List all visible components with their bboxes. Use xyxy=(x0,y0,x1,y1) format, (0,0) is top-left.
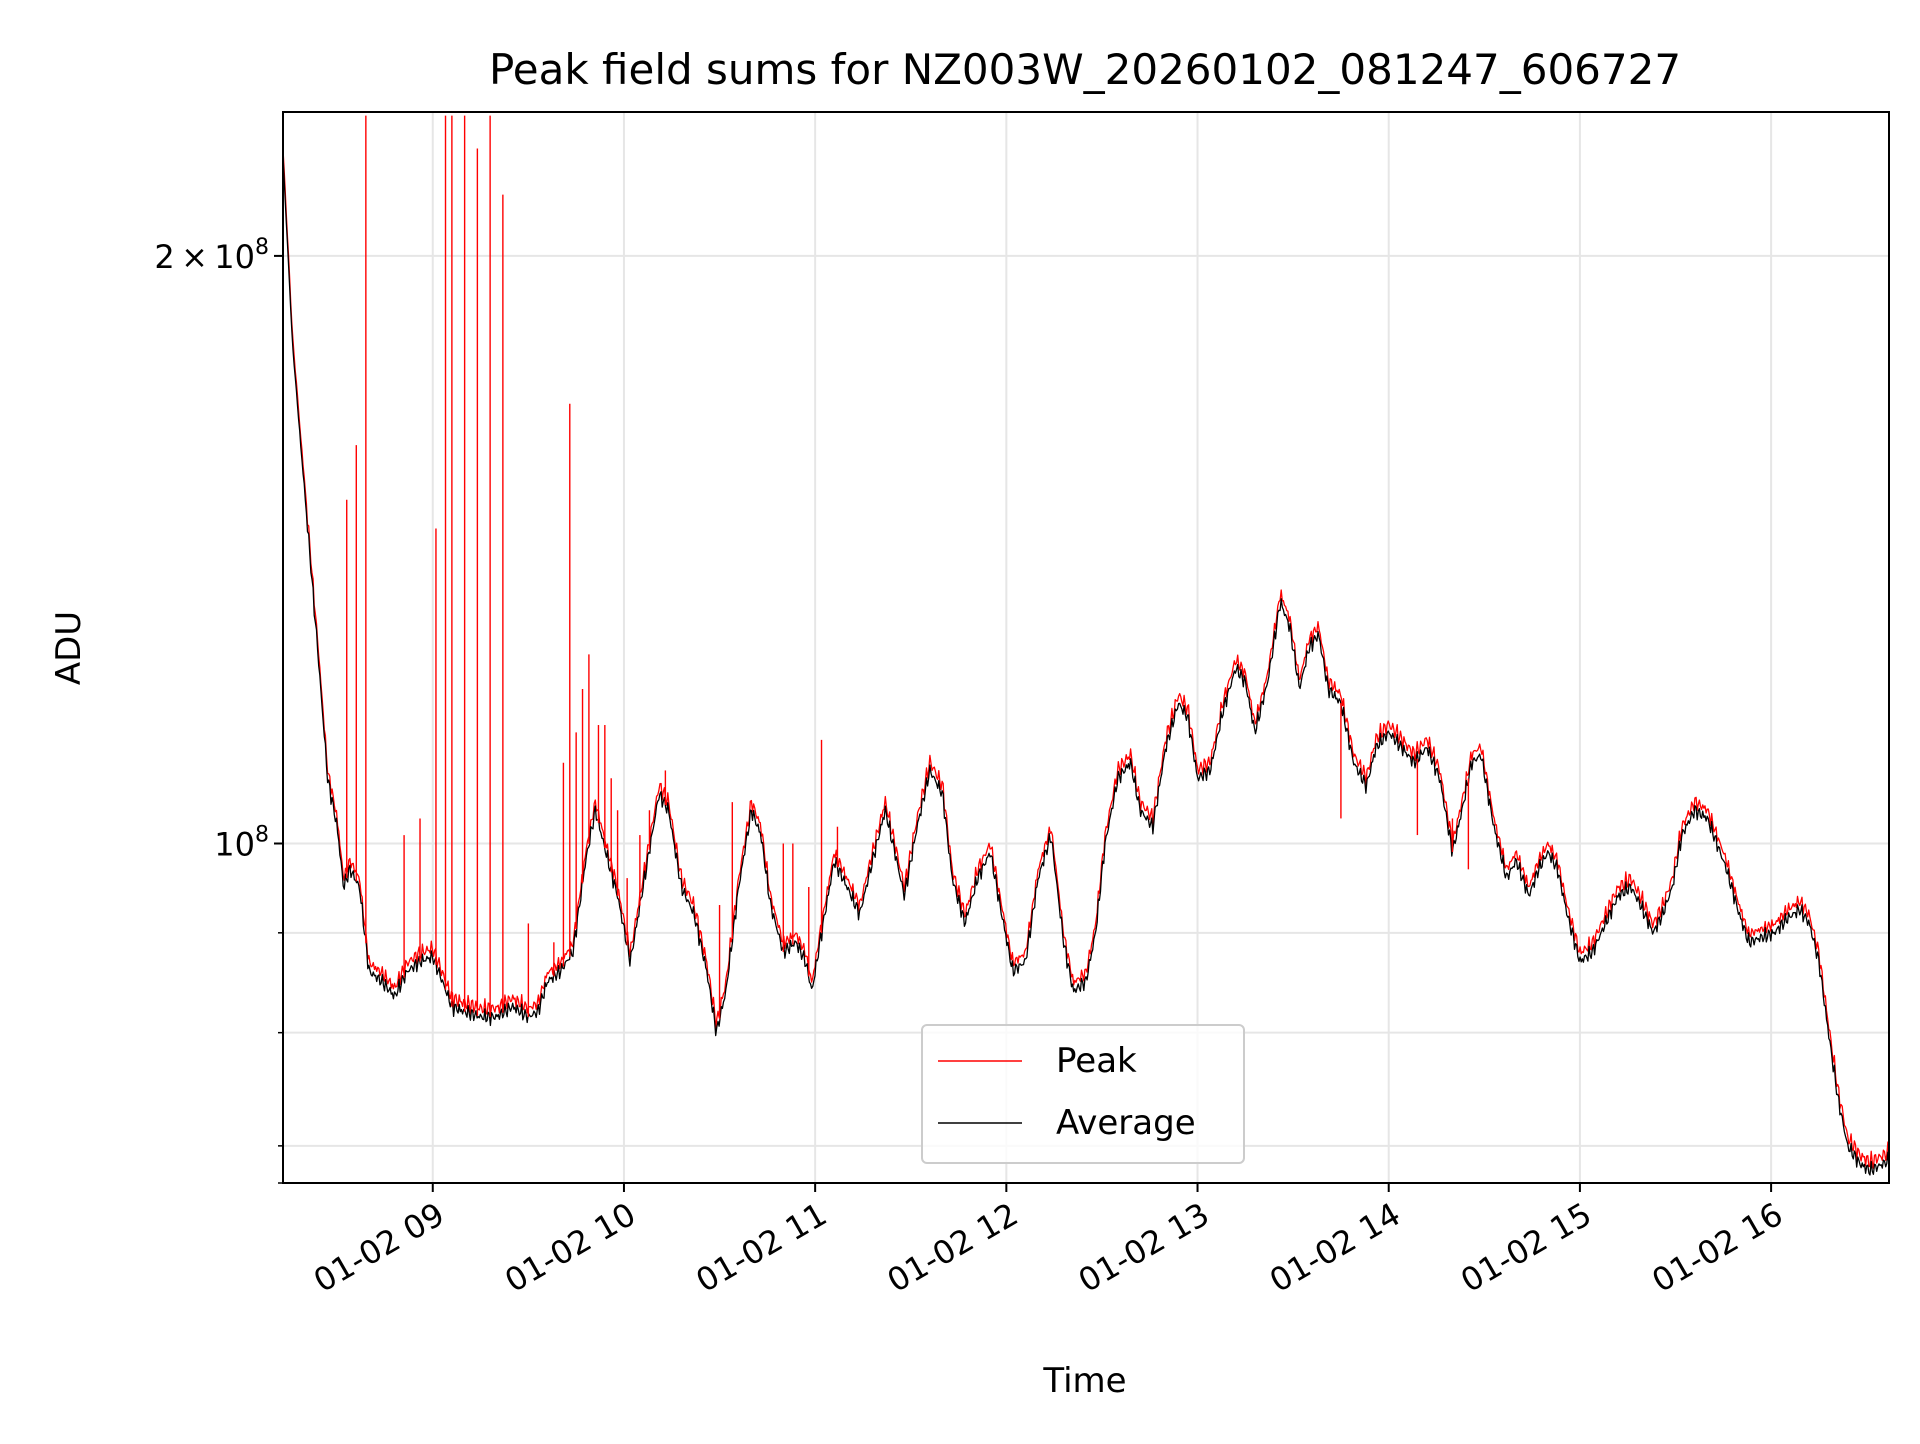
series-line-average xyxy=(283,155,1889,1176)
y-tick-label: 108 xyxy=(214,823,269,864)
series-layer xyxy=(283,115,1889,1176)
y-tick-label: 2 × 108 xyxy=(154,235,269,276)
legend-box xyxy=(921,1024,1245,1164)
chart-title: Peak field sums for NZ003W_20260102_0812… xyxy=(489,45,1681,94)
x-axis-label: Time xyxy=(1042,1361,1126,1401)
legend-label-peak: Peak xyxy=(1056,1041,1137,1081)
series-line-peak xyxy=(283,149,1889,1169)
legend-label-average: Average xyxy=(1056,1103,1196,1143)
plot-frame xyxy=(282,111,1890,1184)
y-axis: 108 2 × 108 xyxy=(154,235,283,1184)
y-axis-label: ADU xyxy=(49,611,89,685)
legend: Peak Average xyxy=(921,1024,1245,1164)
